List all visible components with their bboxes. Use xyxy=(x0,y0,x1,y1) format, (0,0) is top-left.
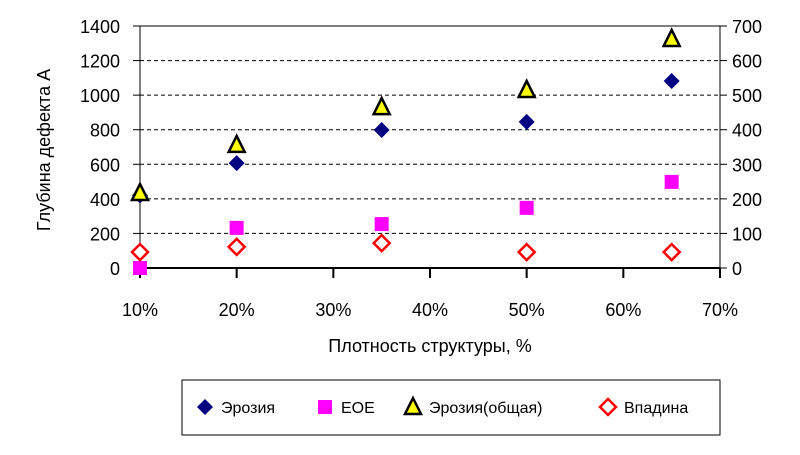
data-point-diamond xyxy=(518,113,535,130)
x-tick-label: 40% xyxy=(412,300,448,320)
y-tick-label: 800 xyxy=(90,121,120,141)
legend: Эрозия EOE Эрозия(общая) Впадина xyxy=(197,395,688,417)
data-point-triangle xyxy=(661,27,682,48)
data-point-diamond xyxy=(373,122,390,139)
x-tick-label: 60% xyxy=(605,300,641,320)
data-point-diamond xyxy=(663,72,680,89)
y-tick-label: 1200 xyxy=(80,52,120,72)
y-axis-label: Глубина дефекта А xyxy=(34,69,54,231)
legend-box xyxy=(181,379,721,436)
y-tick-label: 200 xyxy=(90,224,120,244)
data-point-diamond xyxy=(228,155,245,172)
data-point-triangle xyxy=(516,78,537,99)
data-point-square xyxy=(374,217,389,232)
data-point-square xyxy=(664,174,679,189)
legend-label: Впадина xyxy=(624,400,688,417)
data-point-open-diamond xyxy=(130,242,150,262)
x-tick-label: 20% xyxy=(219,300,255,320)
data-point-triangle xyxy=(226,133,247,154)
data-point-triangle xyxy=(129,181,151,202)
x-tick-label: 10% xyxy=(122,300,158,320)
y2-tick-label: 200 xyxy=(732,190,762,210)
legend-label: Эрозия xyxy=(221,400,275,417)
y2-tick-label: 600 xyxy=(732,52,762,72)
legend-marker-diamond xyxy=(197,399,213,415)
y2-tick-label: 700 xyxy=(732,17,762,37)
data-point-open-diamond xyxy=(226,237,247,257)
y2-tick-label: 400 xyxy=(732,121,762,141)
data-point-square xyxy=(519,200,534,215)
y-tick-label: 1400 xyxy=(80,17,120,37)
x-tick-label: 70% xyxy=(702,300,738,320)
data-point-open-diamond xyxy=(371,233,392,253)
x-axis-label: Плотность структуры, % xyxy=(328,336,531,356)
legend-marker-triangle xyxy=(402,395,424,416)
x-tick-label: 30% xyxy=(315,300,351,320)
data-point-triangle xyxy=(371,95,392,116)
y2-tick-label: 500 xyxy=(732,86,762,106)
y-tick-label: 600 xyxy=(90,155,120,175)
y-tick-label: 0 xyxy=(110,259,120,279)
legend-marker-square xyxy=(318,400,332,414)
legend-label: EOE xyxy=(341,400,375,417)
y-tick-label: 400 xyxy=(90,190,120,210)
y2-tick-label: 100 xyxy=(732,224,762,244)
y2-tick-label: 300 xyxy=(732,155,762,175)
x-tick-label: 50% xyxy=(509,300,545,320)
legend-label: Эрозия(общая) xyxy=(429,400,543,417)
data-point-square xyxy=(133,261,147,275)
y2-tick-label: 0 xyxy=(732,259,742,279)
y-tick-label: 1000 xyxy=(80,86,120,106)
data-point-open-diamond xyxy=(516,242,537,262)
data-point-square xyxy=(229,220,244,235)
legend-marker-open-diamond xyxy=(598,397,618,417)
data-point-open-diamond xyxy=(661,242,682,262)
